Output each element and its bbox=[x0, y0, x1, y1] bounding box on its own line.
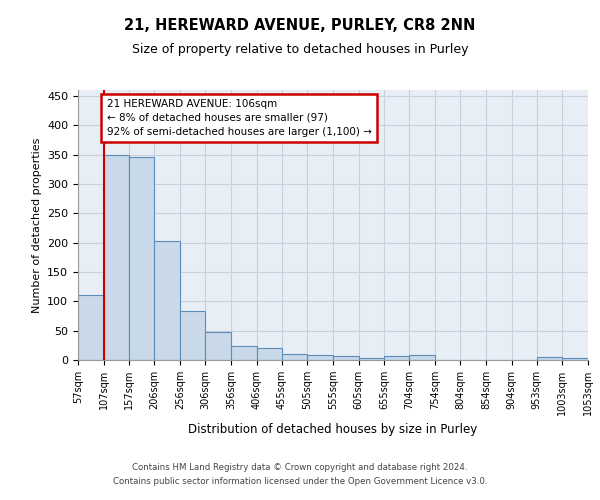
Text: Contains HM Land Registry data © Crown copyright and database right 2024.: Contains HM Land Registry data © Crown c… bbox=[132, 464, 468, 472]
Text: 21 HEREWARD AVENUE: 106sqm
← 8% of detached houses are smaller (97)
92% of semi-: 21 HEREWARD AVENUE: 106sqm ← 8% of detac… bbox=[107, 99, 371, 137]
Bar bbox=[205, 332, 231, 360]
Bar bbox=[257, 348, 282, 360]
Bar bbox=[104, 154, 129, 360]
Bar bbox=[409, 356, 435, 360]
Y-axis label: Number of detached properties: Number of detached properties bbox=[32, 138, 41, 312]
X-axis label: Distribution of detached houses by size in Purley: Distribution of detached houses by size … bbox=[188, 424, 478, 436]
Bar bbox=[78, 296, 104, 360]
Text: 21, HEREWARD AVENUE, PURLEY, CR8 2NN: 21, HEREWARD AVENUE, PURLEY, CR8 2NN bbox=[124, 18, 476, 32]
Bar bbox=[333, 356, 359, 360]
Bar bbox=[180, 312, 205, 360]
Text: Contains public sector information licensed under the Open Government Licence v3: Contains public sector information licen… bbox=[113, 477, 487, 486]
Bar bbox=[129, 158, 154, 360]
Bar bbox=[307, 356, 333, 360]
Bar bbox=[359, 358, 384, 360]
Text: Size of property relative to detached houses in Purley: Size of property relative to detached ho… bbox=[132, 42, 468, 56]
Bar bbox=[154, 241, 180, 360]
Bar bbox=[282, 354, 307, 360]
Bar bbox=[384, 356, 409, 360]
Bar bbox=[537, 357, 562, 360]
Bar bbox=[231, 346, 257, 360]
Bar bbox=[562, 358, 588, 360]
